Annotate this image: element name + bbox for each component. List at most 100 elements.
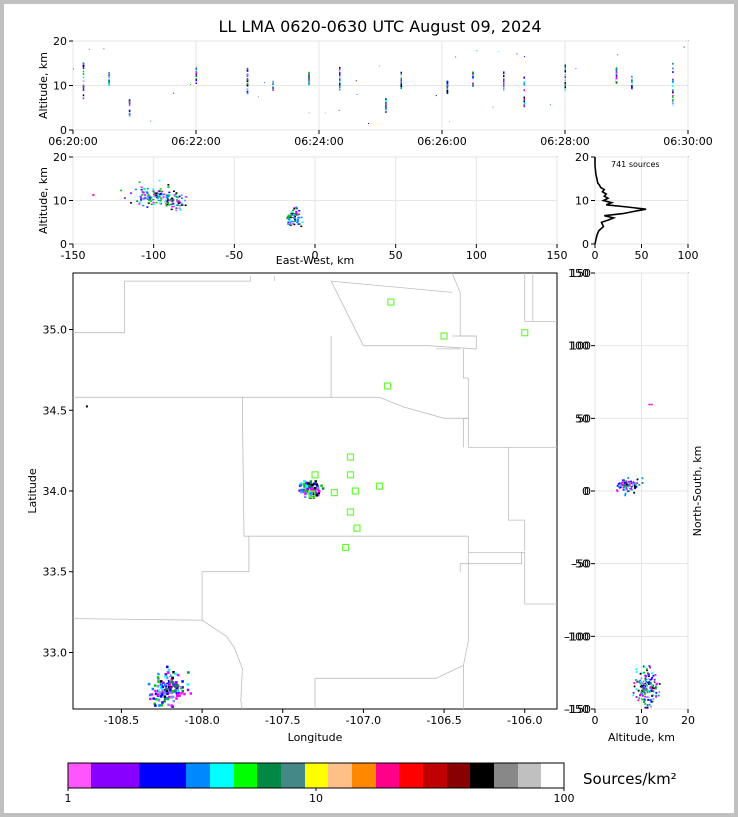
time-height-source	[272, 82, 274, 84]
north-south-source	[619, 486, 622, 489]
plan-view-source	[85, 405, 88, 408]
plan-view-source	[316, 485, 319, 488]
plan-view-source	[166, 691, 170, 694]
time-height-source	[195, 76, 197, 78]
east-west-source	[144, 194, 147, 196]
time-height-source	[672, 100, 674, 103]
east-west-source	[139, 196, 142, 199]
time-height-source	[503, 72, 505, 75]
time-height-source	[272, 83, 274, 86]
north-south-ytick-label: 100	[568, 340, 589, 353]
north-south-source	[653, 687, 655, 690]
east-west-source	[167, 194, 170, 196]
plan-view-source	[163, 692, 166, 695]
time-height-source	[672, 89, 674, 92]
time-height-source	[615, 68, 618, 71]
north-south-ytick-label: -50	[573, 558, 591, 571]
north-south-source	[641, 477, 644, 480]
lma-station-marker	[351, 487, 359, 495]
time-height-source	[385, 111, 387, 113]
north-south-ytick-label: 150	[568, 267, 589, 280]
plan-view-source	[304, 492, 307, 495]
east-west-source	[178, 195, 181, 198]
plan-view-source	[159, 695, 163, 698]
north-south-ylabel: North-South, km	[691, 446, 704, 537]
north-south-source	[657, 694, 660, 697]
time-height-source	[617, 54, 619, 56]
east-west-source	[157, 195, 160, 198]
east-west-source	[148, 199, 151, 202]
plan-view-source	[309, 482, 312, 485]
north-south-source	[614, 476, 617, 479]
north-south-source	[651, 685, 654, 688]
time-height-source	[82, 76, 85, 79]
north-south-ytick-label: 100	[570, 340, 591, 353]
north-south-source	[633, 682, 636, 684]
lma-station-marker	[387, 298, 395, 306]
time-height-source	[195, 78, 197, 81]
plan-view-source	[181, 680, 184, 683]
east-west-source	[295, 207, 298, 210]
lma-station-marker	[308, 490, 316, 498]
north-south-source	[650, 683, 652, 686]
north-south-source	[646, 691, 649, 694]
plan-view-source	[177, 691, 180, 695]
time-height-source	[446, 84, 449, 86]
time-height-xtick-label: 06:26:00	[417, 135, 466, 148]
north-south-source	[625, 479, 628, 482]
east-west-source	[293, 207, 296, 209]
plan-view-source	[302, 483, 306, 486]
north-south-source	[648, 685, 651, 688]
north-south-source	[646, 685, 648, 688]
plan-view-source	[312, 492, 316, 496]
north-south-source	[626, 485, 629, 488]
time-height-source	[272, 86, 274, 89]
time-height-source	[339, 86, 341, 89]
north-south-source	[616, 484, 619, 487]
plan-view-source	[321, 487, 325, 490]
north-south-source	[644, 699, 646, 702]
north-south-source	[655, 694, 658, 697]
plan-view-source	[171, 689, 174, 693]
plan-view-source	[309, 487, 313, 490]
plan-view-source	[310, 484, 313, 488]
east-west-source	[156, 192, 159, 194]
north-south-source	[629, 487, 632, 490]
east-west-source	[130, 192, 133, 194]
plan-view-source	[175, 681, 178, 684]
north-south-source	[649, 686, 652, 689]
north-south-source	[643, 666, 646, 668]
north-south-source	[628, 486, 631, 489]
north-south-source	[649, 687, 651, 690]
time-height-source	[264, 82, 266, 84]
north-south-source	[625, 481, 628, 483]
east-west-source	[291, 223, 294, 225]
east-west-source	[142, 187, 145, 190]
east-west-source	[146, 206, 149, 208]
time-height-source	[564, 70, 566, 73]
plan-view-source	[163, 700, 166, 703]
time-height-source	[631, 84, 633, 87]
plan-view-source	[167, 668, 171, 672]
plan-view-panel: -108.5 -108.0 -107.5 -107.0 -106.5 -106.0 33.0…	[26, 272, 558, 744]
east-west-source	[180, 204, 183, 206]
time-height-source	[672, 94, 674, 97]
north-south-source	[634, 484, 637, 486]
plan-view-source	[320, 484, 323, 487]
plan-view-source	[163, 695, 167, 698]
time-height-source	[108, 82, 110, 85]
north-south-source	[641, 481, 644, 484]
east-west-source	[157, 190, 160, 192]
north-south-source	[632, 481, 635, 483]
north-south-source	[641, 693, 644, 695]
north-south-source	[629, 486, 632, 489]
time-height-source	[190, 84, 192, 86]
plan-view-source	[158, 704, 161, 707]
north-south-source	[645, 687, 648, 690]
time-height-source	[446, 85, 449, 88]
north-south-source	[626, 484, 629, 486]
time-height-source	[672, 62, 674, 65]
east-west-source	[295, 208, 298, 211]
figure-frame: LL LMA 0620-0630 UTC August 09, 2024 06:…	[4, 4, 734, 813]
histogram-ytick-label: 0	[582, 238, 589, 251]
